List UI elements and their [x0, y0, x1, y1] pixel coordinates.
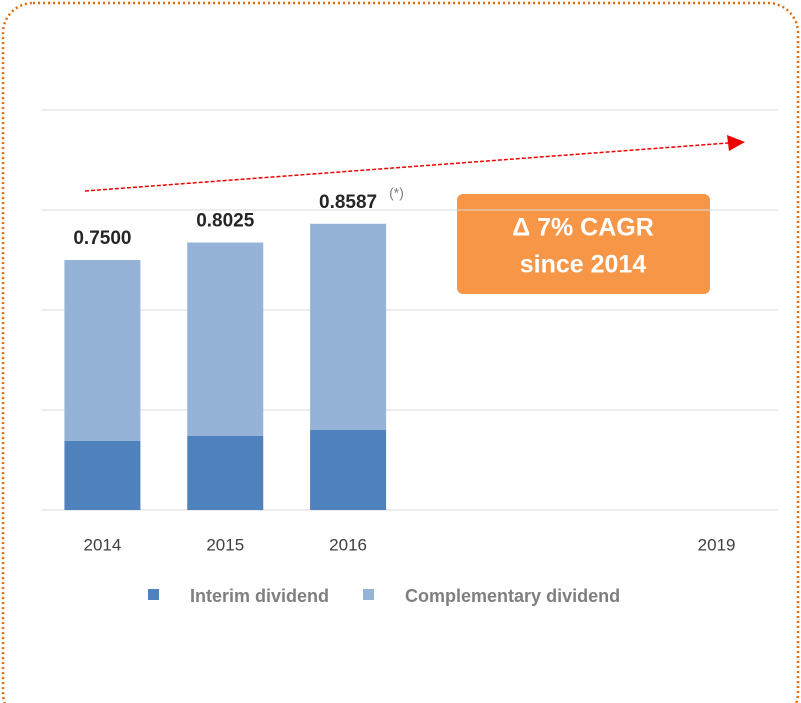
note: (*) [389, 184, 404, 200]
legend-swatch [148, 589, 159, 600]
bar-segment [187, 242, 264, 436]
bar-segment [187, 436, 264, 510]
bar-segment [64, 441, 141, 510]
x-tick-label: 2019 [698, 535, 736, 554]
x-tick-label: 2014 [84, 535, 122, 554]
legend-label: Interim dividend [190, 586, 329, 606]
total-label: 0.8025 [196, 211, 255, 232]
bar-segment [310, 430, 387, 510]
total-label: 0.7500 [73, 228, 131, 249]
trend-arrow [84, 142, 729, 192]
bar-segment [310, 223, 387, 430]
legend-swatch [363, 589, 375, 600]
x-tick-label: 2015 [206, 535, 244, 554]
legend-label: Complementary dividend [405, 586, 620, 606]
arrow-head [727, 135, 745, 151]
cagr-box [457, 194, 710, 294]
total-label: 0.8587 [319, 192, 377, 213]
x-tick-label: 2016 [329, 535, 367, 554]
cagr-text: since 2014 [520, 251, 647, 279]
cagr-text: Δ 7% CAGR [512, 214, 654, 242]
bar-segment [64, 260, 141, 441]
